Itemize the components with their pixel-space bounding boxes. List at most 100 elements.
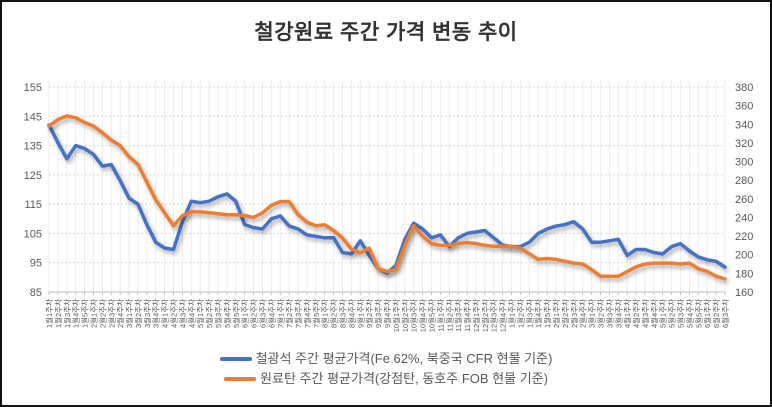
right-axis-tick-label: 380	[735, 82, 753, 94]
right-axis-tick-label: 300	[735, 157, 753, 169]
legend-item-coking-coal: 원료탄 주간 평균가격(강점탄, 동호주 FOB 현물 기준)	[224, 372, 548, 385]
x-axis-category-label: 4월2주차	[631, 299, 641, 328]
x-axis-category-label: 7월5주차	[311, 299, 321, 328]
x-axis-category-label: 7월4주차	[302, 299, 312, 328]
x-axis-category-label: 11월4주차	[462, 299, 472, 332]
x-axis-category-label: 1월1주차	[44, 299, 54, 328]
x-axis-category-label: 2월3주차	[569, 299, 579, 328]
coking-coal-legend-line-icon	[224, 376, 257, 381]
x-axis-category-label: 12월2주차	[480, 299, 490, 332]
x-axis-category-label: 6월1주차	[240, 299, 250, 328]
x-axis-category-label: 4월3주차	[640, 299, 650, 328]
x-axis-category-label: 1월5주차	[542, 299, 552, 328]
x-axis-category-label: 9월3주차	[373, 299, 383, 328]
x-axis-category-label: 5월3주차	[676, 299, 686, 328]
left-axis-tick-label: 95	[30, 258, 42, 270]
x-axis-category-label: 5월1주차	[658, 299, 668, 328]
x-axis-category-label: 5월5주차	[693, 299, 703, 328]
x-axis-category-label: 5월4주차	[684, 299, 694, 328]
legend-item-iron-ore: 철광석 주간 평균가격(Fe 62%, 북중국 CFR 현물 기준)	[219, 351, 553, 366]
chart-title: 철강원료 주간 가격 변동 추이	[254, 21, 518, 44]
x-axis-category-label: 10월4주차	[418, 299, 428, 332]
x-axis-category-label: 11월3주차	[453, 299, 463, 332]
x-axis-category-label: 2월4주차	[115, 299, 125, 328]
x-axis-category-label: 10월2주차	[400, 299, 410, 332]
x-axis-category-label: 3월3주차	[604, 299, 614, 328]
x-axis-category-label: 4월2주차	[169, 299, 179, 328]
x-axis-category-label: 7월1주차	[275, 299, 285, 328]
x-axis-category-label: 3월4주차	[613, 299, 623, 328]
x-axis-category-label: 3월2주차	[596, 299, 606, 328]
left-axis-tick-label: 115	[24, 199, 42, 211]
x-axis-category-label: 12월3주차	[489, 299, 499, 332]
x-axis-category-label: 1월2주차	[515, 299, 525, 328]
left-axis-tick-label: 125	[24, 170, 42, 182]
x-axis-category-label: 1월4주차	[533, 299, 543, 328]
iron-ore-legend-label: 철광석 주간 평균가격(Fe 62%, 북중국 CFR 현물 기준)	[255, 351, 553, 366]
x-axis-category-label: 1월3주차	[62, 299, 72, 328]
x-axis-category-label: 3월1주차	[124, 299, 134, 328]
x-axis-category-label: 4월4주차	[186, 299, 196, 328]
right-axis-tick-label: 360	[735, 101, 753, 113]
x-axis-category-label: 3월2주차	[133, 299, 143, 328]
x-axis-category-label: 6월3주차	[258, 299, 268, 328]
x-axis-category-label: 4월3주차	[177, 299, 187, 328]
right-axis-tick-label: 160	[735, 287, 753, 299]
x-axis-category-label: 6월4주차	[266, 299, 276, 328]
x-axis-category-label: 6월2주차	[249, 299, 259, 328]
right-axis-tick-label: 240	[735, 213, 753, 225]
right-axis-tick-label: 260	[735, 194, 753, 206]
x-axis-category-label: 11월1주차	[435, 299, 445, 332]
x-axis-category-label: 2월2주차	[560, 299, 570, 328]
x-axis-category-label: 2월1주차	[551, 299, 561, 328]
right-axis-tick-label: 280	[735, 175, 753, 187]
x-axis-category-label: 7월2주차	[284, 299, 294, 328]
x-axis-category-label: 3월3주차	[142, 299, 152, 328]
x-axis-category-label: 4월4주차	[649, 299, 659, 328]
x-axis-category-label: 5월2주차	[204, 299, 214, 328]
x-axis-category-label: 9월4주차	[382, 299, 392, 328]
x-axis-category-label: 9월1주차	[355, 299, 365, 328]
x-axis-category-label: 8월1주차	[320, 299, 330, 328]
left-axis-tick-label: 85	[30, 287, 42, 299]
x-axis-category-label: 6월1주차	[702, 299, 712, 328]
x-axis-category-label: 12월1주차	[471, 299, 481, 332]
coking-coal-legend-label: 원료탄 주간 평균가격(강점탄, 동호주 FOB 현물 기준)	[260, 371, 548, 386]
x-axis-category-label: 7월3주차	[293, 299, 303, 328]
x-axis-category-label: 9월2주차	[364, 299, 374, 328]
x-axis-category-label: 1월3주차	[524, 299, 534, 328]
coking-coal-series-line	[47, 114, 727, 281]
x-axis-category-label: 1월1주차	[507, 299, 517, 328]
left-axis-tick-label: 105	[24, 228, 42, 240]
x-axis-category-label: 1월2주차	[53, 299, 63, 328]
x-axis-category-label: 5월4주차	[222, 299, 232, 328]
x-axis-category-label: 1월5주차	[80, 299, 90, 328]
x-axis-category-label: 2월2주차	[97, 299, 107, 328]
x-axis-category-label: 6월3주차	[720, 299, 730, 328]
x-axis-category-label: 10월5주차	[427, 299, 437, 332]
legend: 철광석 주간 평균가격(Fe 62%, 북중국 CFR 현물 기준) 원료탄 주…	[2, 352, 770, 385]
x-axis-category-label: 5월2주차	[667, 299, 677, 328]
x-axis-category-label: 3월1주차	[587, 299, 597, 328]
x-axis-category-label: 6월2주차	[711, 299, 721, 328]
x-axis-category-label: 4월1주차	[160, 299, 170, 328]
x-axis-category-label: 2월4주차	[578, 299, 588, 328]
x-axis-category-label: 5월3주차	[213, 299, 223, 328]
x-axis-category-label: 8월2주차	[329, 299, 339, 328]
right-axis-tick-label: 340	[735, 119, 753, 131]
x-axis-category-label: 5월1주차	[195, 299, 205, 328]
left-axis-tick-label: 135	[24, 141, 42, 153]
right-axis-tick-label: 180	[735, 268, 753, 280]
left-axis-tick-label: 145	[24, 111, 42, 123]
x-axis-category-label: 10월3주차	[409, 299, 419, 332]
x-axis-category-label: 3월4주차	[151, 299, 161, 328]
x-axis-category-label: 2월3주차	[106, 299, 116, 328]
left-axis-tick-label: 155	[24, 82, 42, 94]
x-axis-category-label: 12월4주차	[498, 299, 508, 332]
x-axis-category-label: 11월2주차	[444, 299, 454, 332]
x-axis-category-label: 1월4주차	[71, 299, 81, 328]
x-axis-category-label: 10월1주차	[391, 299, 401, 332]
right-axis-tick-label: 200	[735, 250, 753, 262]
